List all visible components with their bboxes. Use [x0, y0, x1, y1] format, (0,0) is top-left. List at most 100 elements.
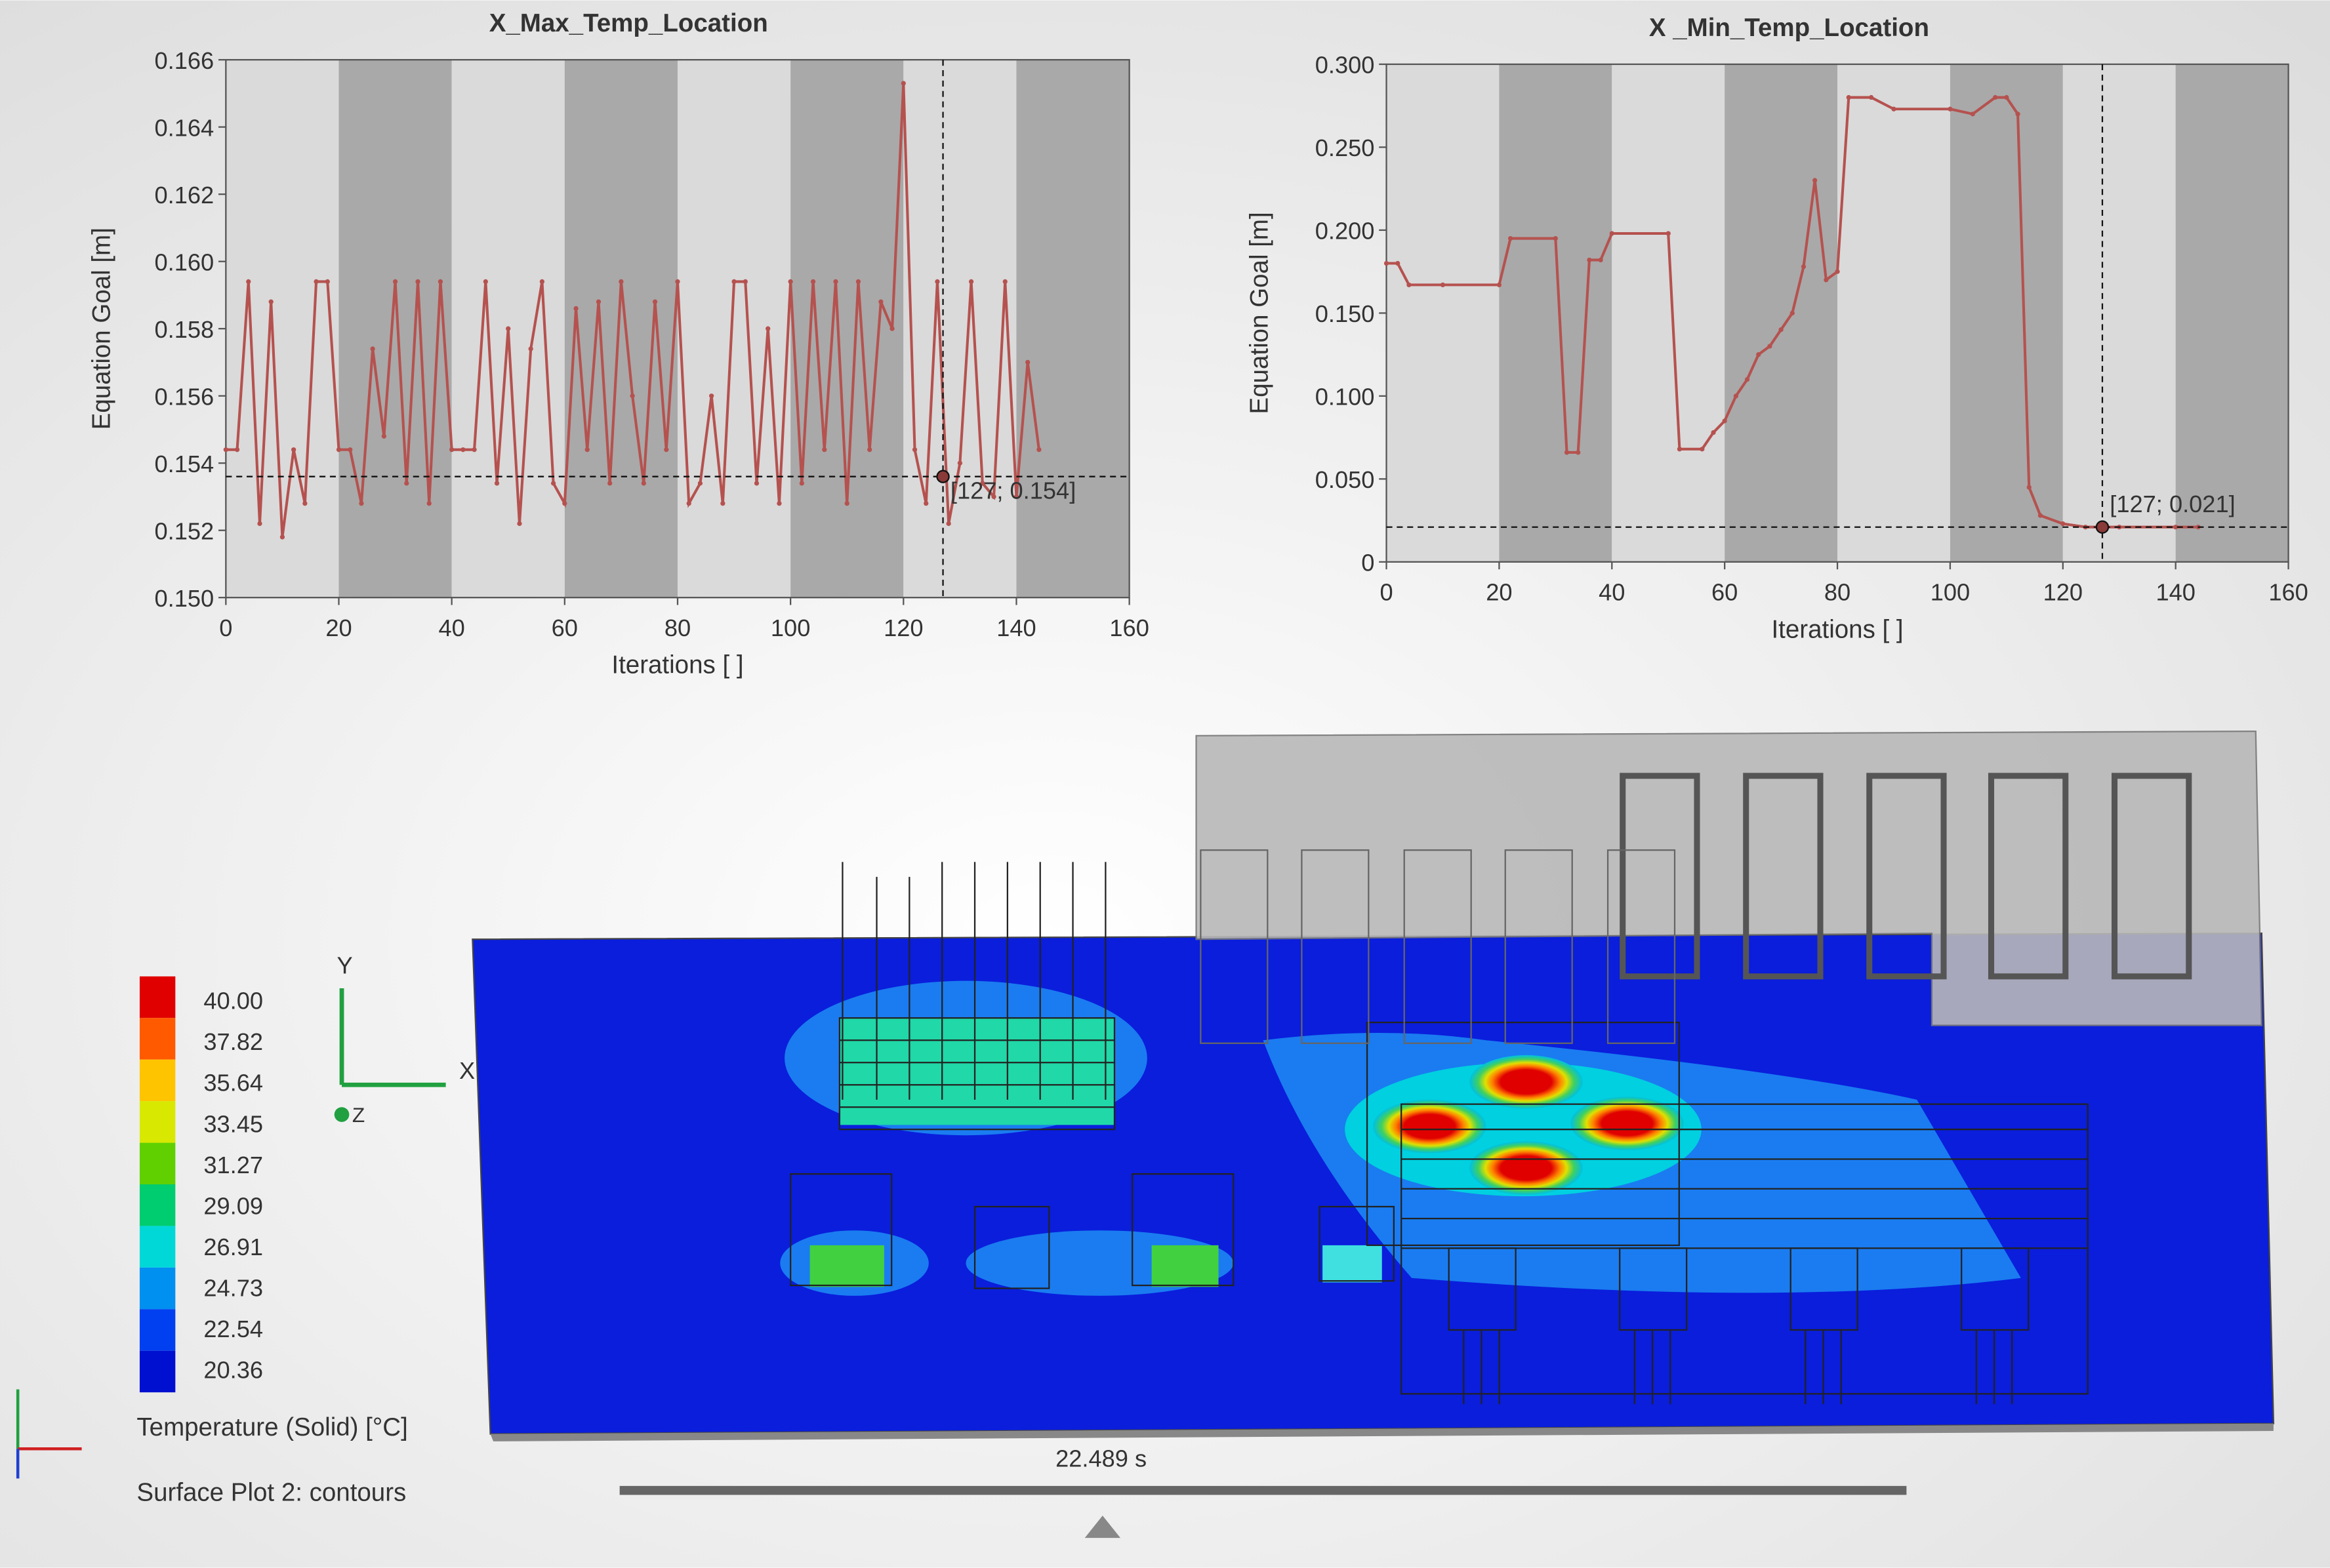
- band: [1016, 60, 1130, 598]
- point: [472, 447, 477, 452]
- legend-swatch: [139, 1184, 176, 1226]
- point: [234, 447, 240, 452]
- legend-title: Temperature (Solid) [°C]: [136, 1413, 407, 1441]
- point: [1824, 277, 1829, 283]
- x-tick-label: 100: [1931, 579, 1970, 606]
- point: [1507, 235, 1513, 241]
- point: [314, 279, 319, 285]
- y-tick-label: 0.150: [1315, 300, 1375, 327]
- x-tick-label: 60: [1711, 579, 1738, 606]
- point: [2037, 513, 2043, 518]
- point: [743, 279, 748, 285]
- point: [381, 433, 386, 439]
- y-axis-label: Equation Goal [m]: [1245, 212, 1273, 414]
- crosshair-label: [127; 0.021]: [2110, 491, 2235, 517]
- legend-swatch: [139, 1309, 176, 1351]
- point: [2015, 111, 2020, 117]
- point: [1406, 282, 1412, 288]
- legend-swatch: [139, 1059, 176, 1102]
- point: [1576, 450, 1581, 455]
- point: [1036, 447, 1042, 452]
- point: [415, 279, 420, 285]
- legend-swatch: [139, 1267, 176, 1310]
- outlines: [790, 862, 2089, 1405]
- x-tick-label: 40: [1599, 579, 1625, 606]
- y-tick-label: 0.050: [1315, 466, 1375, 493]
- legend-label: 35.64: [203, 1070, 263, 1096]
- point: [754, 481, 760, 486]
- y-tick-label: 0.158: [155, 316, 215, 343]
- y-axis-label: Equation Goal [m]: [88, 228, 116, 430]
- x-tick-label: 20: [325, 614, 352, 641]
- band: [1837, 64, 1950, 562]
- legend-label: 37.82: [203, 1028, 263, 1055]
- axis-z: [334, 1107, 350, 1122]
- point: [539, 279, 545, 285]
- point: [980, 481, 985, 486]
- point: [325, 279, 330, 285]
- point: [855, 279, 861, 285]
- x-tick-label: 60: [552, 614, 578, 641]
- point: [1609, 231, 1614, 236]
- point: [517, 521, 522, 527]
- band: [338, 60, 452, 598]
- point: [268, 299, 274, 304]
- legend-label: 31.27: [203, 1152, 263, 1178]
- point: [426, 501, 432, 506]
- axis-label: Z: [352, 1103, 365, 1127]
- point: [641, 481, 646, 486]
- point: [1013, 494, 1019, 500]
- point: [619, 279, 624, 285]
- point: [584, 447, 590, 452]
- legend-swatch: [139, 1018, 176, 1060]
- legend-label: 26.91: [203, 1234, 263, 1260]
- point: [889, 326, 895, 331]
- point: [2173, 525, 2178, 530]
- point: [844, 501, 849, 506]
- housing-detail: [1620, 773, 2192, 980]
- point: [1440, 282, 1446, 288]
- legend-label: 40.00: [203, 988, 263, 1015]
- point: [935, 279, 940, 285]
- point: [720, 501, 726, 506]
- point: [359, 501, 364, 506]
- point: [924, 501, 929, 506]
- point: [1722, 418, 1727, 424]
- point: [279, 534, 285, 540]
- point: [1868, 94, 1874, 100]
- point: [878, 299, 884, 304]
- legend-label: 22.54: [203, 1316, 263, 1342]
- point: [404, 481, 409, 486]
- point: [1778, 327, 1784, 332]
- point: [2060, 521, 2066, 527]
- legend-label: 24.73: [203, 1274, 263, 1301]
- band: [1950, 64, 2063, 562]
- point: [991, 494, 996, 500]
- y-tick-label: 0.200: [1315, 218, 1375, 245]
- point: [630, 393, 635, 399]
- caption: Surface Plot 2: contours: [136, 1479, 406, 1507]
- point: [957, 460, 963, 466]
- x-axis-label: Iterations [ ]: [1771, 615, 1903, 643]
- point: [596, 299, 602, 304]
- point: [550, 481, 556, 486]
- point: [1733, 393, 1738, 399]
- slider-handle[interactable]: [1084, 1516, 1121, 1538]
- band: [2062, 64, 2176, 562]
- y-tick-label: 0.166: [155, 47, 215, 74]
- y-tick-label: 0.154: [155, 451, 215, 477]
- point: [1835, 269, 1840, 274]
- contour: [1151, 1245, 1219, 1287]
- point: [1891, 106, 1896, 111]
- y-tick-label: 0.164: [155, 114, 215, 141]
- legend-label: 33.45: [203, 1110, 263, 1137]
- fins: [1200, 849, 1676, 1044]
- band: [1386, 64, 1500, 562]
- x-tick-label: 80: [664, 614, 691, 641]
- band: [790, 60, 904, 598]
- point: [336, 447, 342, 452]
- chart-title: X _Min_Temp_Location: [1649, 14, 1929, 42]
- point: [291, 447, 296, 452]
- point: [1395, 260, 1400, 266]
